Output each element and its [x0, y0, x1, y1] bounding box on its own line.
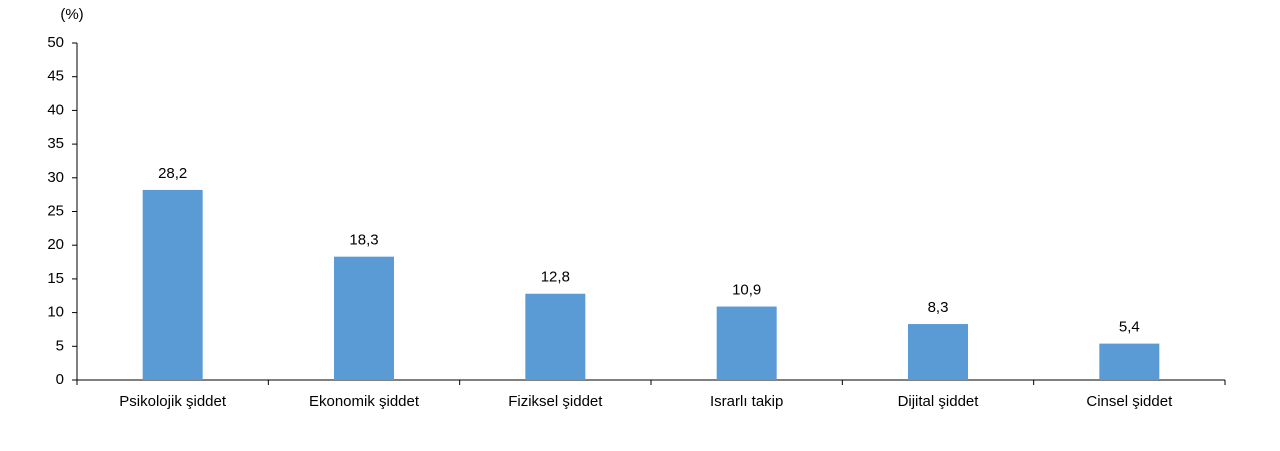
- x-tick-label: Cinsel şiddet: [1086, 393, 1173, 410]
- bar: [142, 189, 203, 380]
- y-tick-label: 5: [56, 337, 64, 354]
- y-tick-label: 45: [47, 68, 64, 85]
- bar: [1099, 343, 1160, 380]
- x-tick-label: Dijital şiddet: [898, 393, 980, 410]
- x-tick-label: Israrlı takip: [710, 393, 783, 410]
- y-tick-label: 35: [47, 135, 64, 152]
- y-tick-label: 25: [47, 202, 64, 219]
- bar: [908, 324, 968, 380]
- value-label: 28,2: [158, 165, 187, 182]
- unit-label: (%): [60, 6, 83, 23]
- y-tick-label: 40: [47, 101, 64, 118]
- y-tick-label: 30: [47, 169, 64, 186]
- x-tick-label: Psikolojik şiddet: [119, 393, 227, 410]
- y-tick-label: 0: [56, 371, 64, 388]
- bar: [716, 306, 777, 380]
- x-tick-label: Ekonomik şiddet: [309, 393, 420, 410]
- y-tick-label: 15: [47, 270, 64, 287]
- bar: [334, 256, 394, 380]
- value-label: 5,4: [1119, 319, 1140, 336]
- x-tick-label: Fiziksel şiddet: [508, 393, 603, 410]
- value-label: 10,9: [732, 282, 761, 299]
- y-tick-label: 10: [47, 304, 64, 321]
- y-tick-label: 20: [47, 236, 64, 253]
- value-label: 18,3: [349, 232, 378, 249]
- value-label: 8,3: [928, 299, 949, 316]
- bar: [525, 293, 586, 380]
- value-label: 12,8: [541, 269, 570, 286]
- y-tick-label: 50: [47, 34, 64, 51]
